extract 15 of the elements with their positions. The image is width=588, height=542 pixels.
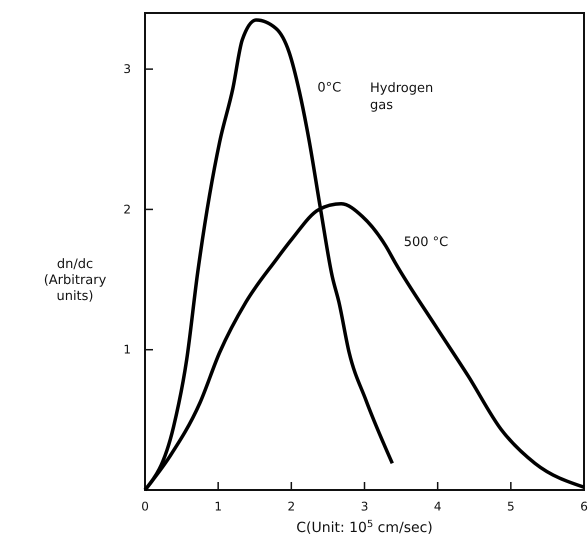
x-tick-label: 1 <box>214 500 222 514</box>
x-tick-label: 2 <box>288 500 296 514</box>
y-axis-title: dn/dc (Arbitrary units) <box>44 257 107 304</box>
y-tick-label: 2 <box>123 202 131 216</box>
y-tick-label: 3 <box>123 62 131 76</box>
series-label: 0°C <box>317 80 342 96</box>
annotation: Hydrogen gas <box>370 81 434 113</box>
x-tick-label: 3 <box>360 500 368 514</box>
x-axis-title: C(Unit: 10$^{5}$ cm/sec) <box>296 518 433 536</box>
series-label: 500 °C <box>404 234 448 250</box>
x-tick-label: 4 <box>434 500 442 514</box>
y-tick-label: 1 <box>123 342 131 357</box>
x-tick-label: 0 <box>141 500 149 514</box>
x-tick-label: 5 <box>507 500 515 514</box>
x-tick-label: 6 <box>580 500 588 514</box>
